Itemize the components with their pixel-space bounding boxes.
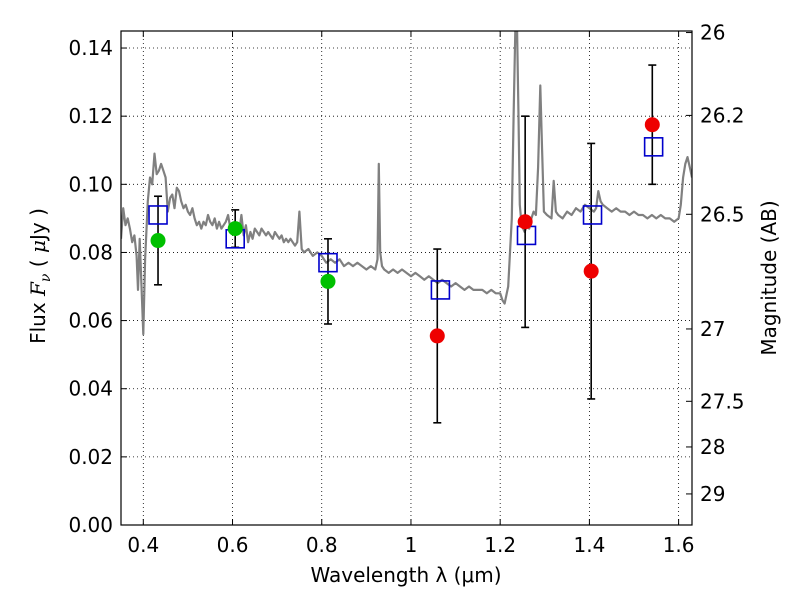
y2-tick-labels: 26 26.2 26.5 27 27.5 28 29: [700, 21, 745, 506]
x-tick-labels: 0.4 0.6 0.8 1 1.2 1.4 1.6: [127, 533, 694, 557]
template-spectrum-line: [121, 31, 692, 336]
y2-tick-label: 28: [700, 435, 725, 459]
x-tick-label: 1: [405, 533, 418, 557]
y-tick-label: 0.06: [68, 309, 113, 333]
x-tick-label: 1.4: [573, 533, 605, 557]
model-square: [430, 280, 451, 300]
y2-tick-label: 26.5: [700, 202, 745, 226]
y-tick-label: 0.02: [68, 445, 113, 469]
y-tick-label: 0.00: [68, 513, 113, 537]
y2-tick-label: 26.2: [700, 103, 745, 127]
y-tick-label: 0.12: [68, 104, 113, 128]
observed-point: [644, 117, 660, 133]
y2-tick-label: 29: [700, 482, 725, 506]
observed-point: [150, 233, 166, 249]
observed-photometry-points: [150, 117, 660, 344]
model-square: [318, 252, 338, 273]
y-axis-label: Flux Fν ( μJy ): [26, 208, 54, 344]
y2-tick-label: 26: [700, 21, 725, 45]
x-tick-label: 0.6: [217, 533, 249, 557]
observed-point: [429, 328, 445, 344]
x-tick-label: 1.6: [663, 533, 695, 557]
x-tick-label: 0.8: [306, 533, 338, 557]
y2-tick-label: 27: [700, 317, 725, 341]
error-bars: [154, 64, 657, 424]
model-square: [582, 205, 603, 225]
x-tick-label: 1.2: [484, 533, 516, 557]
observed-point: [517, 214, 533, 230]
axis-ticks: [121, 31, 692, 526]
model-square: [643, 137, 664, 157]
y-tick-label: 0.08: [68, 240, 113, 264]
y2-axis-label: Magnitude (AB): [757, 200, 781, 355]
observed-point: [227, 221, 243, 237]
plot-frame: [120, 30, 693, 526]
y-tick-label: 0.10: [68, 172, 113, 196]
observed-point: [320, 273, 336, 289]
model-square: [148, 205, 168, 225]
y-tick-label: 0.14: [68, 36, 113, 60]
x-axis-label: Wavelength λ (μm): [310, 563, 501, 587]
grid-lines: [121, 31, 692, 526]
y-tick-label: 0.04: [68, 377, 113, 401]
y-tick-labels: 0.00 0.02 0.04 0.06 0.08 0.10 0.12 0.14: [68, 36, 113, 537]
y2-tick-label: 27.5: [700, 389, 745, 413]
x-tick-label: 0.4: [127, 533, 159, 557]
observed-point: [583, 263, 599, 279]
template-spectrum: [121, 31, 692, 336]
